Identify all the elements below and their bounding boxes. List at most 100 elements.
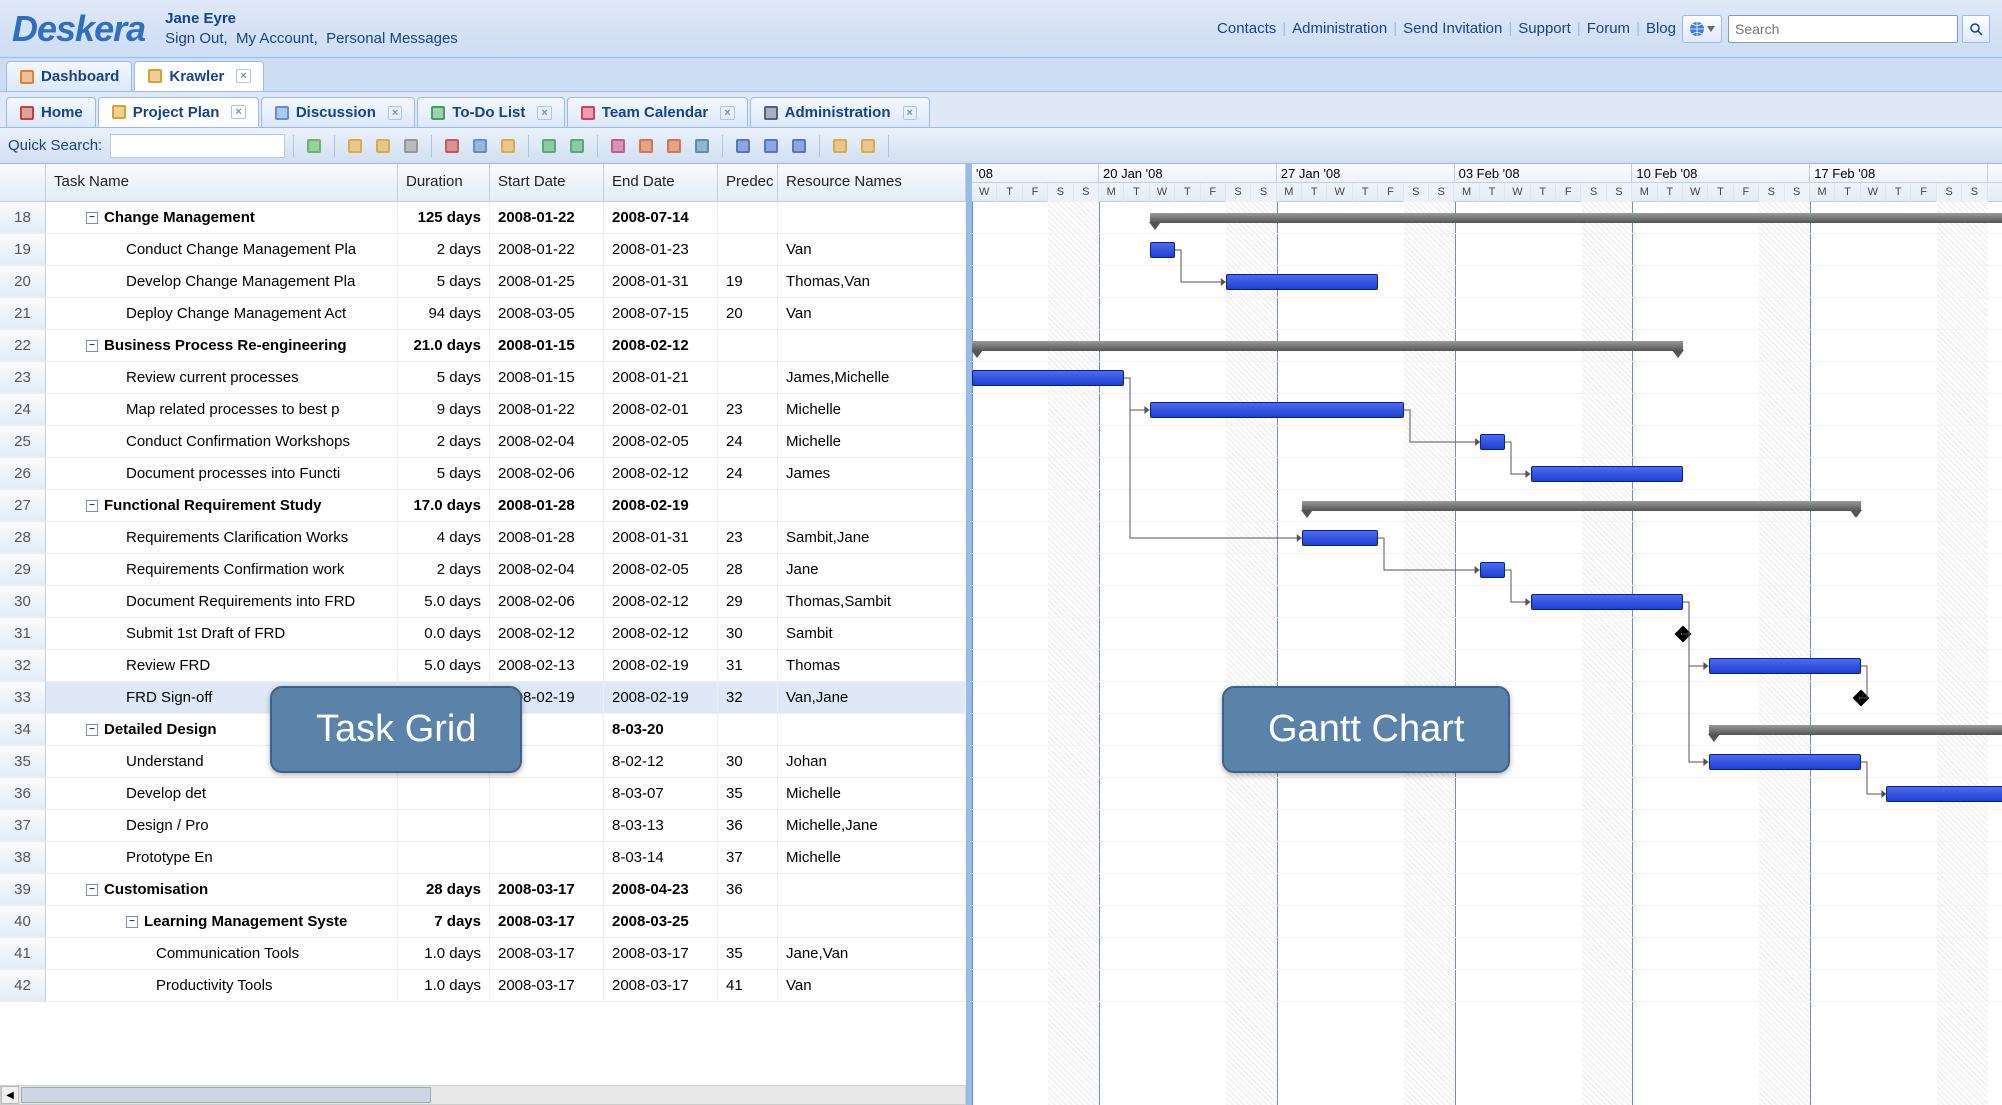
toolbar-delete-button[interactable]: [399, 134, 423, 158]
task-bar[interactable]: [1150, 242, 1175, 258]
task-name-cell[interactable]: Conduct Confirmation Workshops: [46, 426, 398, 457]
duration-cell[interactable]: 1.0 days: [398, 970, 490, 1001]
task-name-cell[interactable]: Review FRD: [46, 650, 398, 681]
end-date-cell[interactable]: 2008-02-12: [604, 458, 718, 489]
quick-search-input[interactable]: [110, 134, 285, 158]
end-date-cell[interactable]: 2008-03-17: [604, 970, 718, 1001]
task-row[interactable]: 40−Learning Management Syste7 days2008-0…: [0, 906, 966, 938]
task-row[interactable]: 29Requirements Confirmation work2 days20…: [0, 554, 966, 586]
predecessor-cell[interactable]: 35: [718, 938, 778, 969]
predecessor-cell[interactable]: [718, 714, 778, 745]
task-bar[interactable]: [1226, 274, 1378, 290]
resource-cell[interactable]: Van,Jane: [778, 682, 966, 713]
toolbar-chart-button[interactable]: [606, 134, 630, 158]
task-name-cell[interactable]: Submit 1st Draft of FRD: [46, 618, 398, 649]
project-tab-to-do-list[interactable]: To-Do List×: [417, 97, 564, 127]
topnav-blog[interactable]: Blog: [1646, 20, 1676, 37]
grid-scrollbar[interactable]: ◀: [0, 1085, 966, 1105]
summary-bar[interactable]: [1302, 501, 1861, 511]
col-start[interactable]: Start Date: [490, 164, 604, 201]
toolbar-redo-button[interactable]: [565, 134, 589, 158]
resource-cell[interactable]: Van: [778, 298, 966, 329]
my-account-link[interactable]: My Account: [236, 30, 314, 47]
predecessor-cell[interactable]: 36: [718, 874, 778, 905]
task-row[interactable]: 19Conduct Change Management Pla2 days200…: [0, 234, 966, 266]
predecessor-cell[interactable]: 35: [718, 778, 778, 809]
resource-cell[interactable]: Michelle,Jane: [778, 810, 966, 841]
task-bar[interactable]: [1709, 658, 1861, 674]
end-date-cell[interactable]: 2008-03-25: [604, 906, 718, 937]
duration-cell[interactable]: 5 days: [398, 458, 490, 489]
toolbar-clock1-button[interactable]: [634, 134, 658, 158]
duration-cell[interactable]: [398, 778, 490, 809]
topnav-administration[interactable]: Administration: [1292, 20, 1387, 37]
task-name-cell[interactable]: Design / Pro: [46, 810, 398, 841]
end-date-cell[interactable]: 2008-02-19: [604, 650, 718, 681]
toolbar-save-button[interactable]: [759, 134, 783, 158]
start-date-cell[interactable]: 2008-01-22: [490, 202, 604, 233]
close-icon[interactable]: ×: [903, 106, 917, 120]
task-name-cell[interactable]: Develop Change Management Pla: [46, 266, 398, 297]
task-row[interactable]: 20Develop Change Management Pla5 days200…: [0, 266, 966, 298]
duration-cell[interactable]: [398, 842, 490, 873]
end-date-cell[interactable]: 2008-02-05: [604, 426, 718, 457]
predecessor-cell[interactable]: [718, 330, 778, 361]
summary-bar[interactable]: [1709, 725, 2002, 735]
task-name-cell[interactable]: Develop det: [46, 778, 398, 809]
task-name-cell[interactable]: −Functional Requirement Study: [46, 490, 398, 521]
col-end[interactable]: End Date: [604, 164, 718, 201]
start-date-cell[interactable]: 2008-02-12: [490, 618, 604, 649]
collapse-icon[interactable]: −: [126, 916, 138, 928]
collapse-icon[interactable]: −: [86, 212, 98, 224]
task-name-cell[interactable]: Productivity Tools: [46, 970, 398, 1001]
task-row[interactable]: 23Review current processes5 days2008-01-…: [0, 362, 966, 394]
predecessor-cell[interactable]: [718, 202, 778, 233]
task-bar[interactable]: [1886, 786, 2002, 802]
end-date-cell[interactable]: 8-02-12: [604, 746, 718, 777]
predecessor-cell[interactable]: 37: [718, 842, 778, 873]
close-icon[interactable]: ×: [231, 105, 245, 119]
predecessor-cell[interactable]: 19: [718, 266, 778, 297]
end-date-cell[interactable]: 2008-02-05: [604, 554, 718, 585]
task-name-cell[interactable]: −Business Process Re-engineering: [46, 330, 398, 361]
project-tab-home[interactable]: Home: [6, 97, 96, 127]
task-row[interactable]: 18−Change Management125 days2008-01-2220…: [0, 202, 966, 234]
duration-cell[interactable]: 4 days: [398, 522, 490, 553]
start-date-cell[interactable]: [490, 778, 604, 809]
predecessor-cell[interactable]: 20: [718, 298, 778, 329]
resource-cell[interactable]: [778, 330, 966, 361]
duration-cell[interactable]: 1.0 days: [398, 938, 490, 969]
main-tab-dashboard[interactable]: Dashboard: [6, 61, 132, 91]
start-date-cell[interactable]: 2008-03-17: [490, 906, 604, 937]
end-date-cell[interactable]: 2008-02-12: [604, 618, 718, 649]
duration-cell[interactable]: 5.0 days: [398, 650, 490, 681]
project-tab-project-plan[interactable]: Project Plan×: [98, 97, 259, 127]
task-bar[interactable]: [972, 370, 1124, 386]
end-date-cell[interactable]: 8-03-14: [604, 842, 718, 873]
task-name-cell[interactable]: −Customisation: [46, 874, 398, 905]
predecessor-cell[interactable]: 29: [718, 586, 778, 617]
toolbar-indent-button[interactable]: [690, 134, 714, 158]
task-row[interactable]: 38Prototype En8-03-1437Michelle: [0, 842, 966, 874]
end-date-cell[interactable]: 8-03-07: [604, 778, 718, 809]
task-row[interactable]: 21Deploy Change Management Act94 days200…: [0, 298, 966, 330]
toolbar-clock2-button[interactable]: [662, 134, 686, 158]
task-name-cell[interactable]: Review current processes: [46, 362, 398, 393]
resource-cell[interactable]: Thomas,Van: [778, 266, 966, 297]
end-date-cell[interactable]: 2008-02-19: [604, 490, 718, 521]
task-row[interactable]: 22−Business Process Re-engineering21.0 d…: [0, 330, 966, 362]
duration-cell[interactable]: 21.0 days: [398, 330, 490, 361]
start-date-cell[interactable]: 2008-02-04: [490, 554, 604, 585]
col-pred[interactable]: Predec: [718, 164, 778, 201]
search-box[interactable]: [1728, 15, 1958, 43]
predecessor-cell[interactable]: 32: [718, 682, 778, 713]
project-tab-discussion[interactable]: Discussion×: [261, 97, 415, 127]
toolbar-report1-button[interactable]: [828, 134, 852, 158]
end-date-cell[interactable]: 2008-01-21: [604, 362, 718, 393]
messages-link[interactable]: Personal Messages: [326, 30, 458, 47]
task-bar[interactable]: [1531, 594, 1683, 610]
close-icon[interactable]: ×: [537, 106, 551, 120]
predecessor-cell[interactable]: 30: [718, 618, 778, 649]
start-date-cell[interactable]: 2008-01-15: [490, 330, 604, 361]
resource-cell[interactable]: Michelle: [778, 842, 966, 873]
